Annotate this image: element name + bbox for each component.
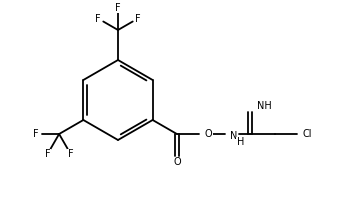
Text: F: F — [115, 2, 121, 12]
Text: F: F — [68, 149, 74, 159]
Text: F: F — [45, 149, 51, 159]
Text: NH: NH — [257, 101, 272, 111]
Text: N: N — [230, 131, 237, 141]
Text: H: H — [237, 137, 244, 147]
Text: O: O — [173, 157, 181, 167]
Text: O: O — [205, 129, 212, 139]
Text: F: F — [33, 129, 39, 139]
Text: F: F — [95, 14, 101, 24]
Text: Cl: Cl — [303, 129, 312, 139]
Text: F: F — [135, 14, 141, 24]
